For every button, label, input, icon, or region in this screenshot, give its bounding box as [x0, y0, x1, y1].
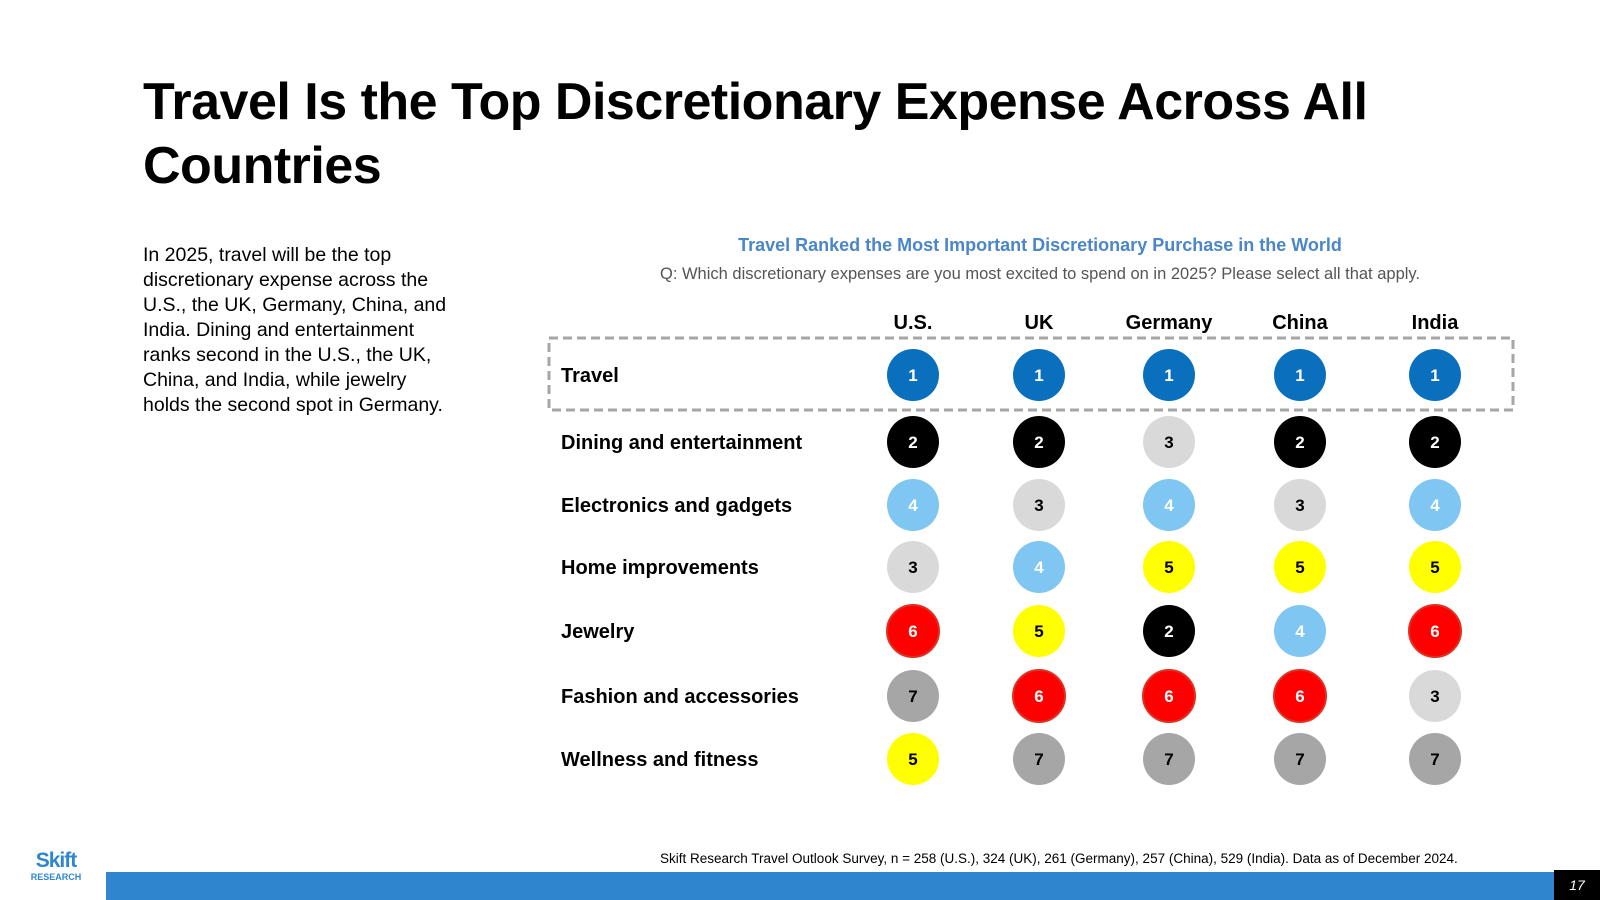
- rank-label: 6: [1164, 687, 1173, 706]
- rank-label: 1: [1295, 366, 1304, 385]
- rank-label: 2: [1164, 622, 1173, 641]
- slide-title: Travel Is the Top Discretionary Expense …: [143, 73, 1368, 195]
- rank-circle: [1409, 670, 1461, 722]
- rank-label: 4: [1034, 558, 1044, 577]
- rank-label: 5: [1034, 622, 1043, 641]
- row-label: Dining and entertainment: [561, 432, 802, 454]
- rank-circle: [1013, 541, 1065, 593]
- rank-label: 7: [908, 687, 917, 706]
- rank-circle: [1143, 605, 1195, 657]
- rank-circle: [1013, 349, 1065, 401]
- skift-logo: Skift RESEARCH: [24, 850, 88, 890]
- row-label: Home improvements: [561, 557, 759, 579]
- rank-circle: [1142, 669, 1196, 723]
- rank-label: 4: [1295, 622, 1305, 641]
- rank-circle: [1013, 479, 1065, 531]
- rank-label: 7: [1034, 750, 1043, 769]
- rank-circle: [1274, 733, 1326, 785]
- rank-label: 4: [1430, 496, 1440, 515]
- rank-label: 3: [1430, 687, 1439, 706]
- column-header: China: [1272, 312, 1328, 334]
- rank-circle: [1273, 669, 1327, 723]
- column-header: UK: [1025, 312, 1054, 334]
- row-label: Jewelry: [561, 621, 635, 643]
- rank-circle: [1274, 479, 1326, 531]
- rank-label: 7: [1430, 750, 1439, 769]
- rank-circle: [1409, 349, 1461, 401]
- rank-circle: [887, 541, 939, 593]
- page-number: 17: [1554, 870, 1600, 900]
- logo-wordmark: Skift: [35, 849, 78, 872]
- rank-label: 6: [1295, 687, 1304, 706]
- rank-circle: [1274, 605, 1326, 657]
- rank-label: 4: [908, 496, 918, 515]
- rank-label: 6: [908, 622, 917, 641]
- rank-circle: [1143, 349, 1195, 401]
- column-header: India: [1412, 312, 1460, 334]
- row-label: Travel: [561, 365, 619, 387]
- rank-circle: [1408, 604, 1462, 658]
- rank-label: 3: [1034, 496, 1043, 515]
- row-label: Electronics and gadgets: [561, 495, 792, 517]
- rank-label: 2: [1430, 433, 1439, 452]
- rank-label: 2: [908, 433, 917, 452]
- highlight-box: [547, 336, 1515, 412]
- rank-label: 6: [1034, 687, 1043, 706]
- rank-circle: [887, 733, 939, 785]
- logo-subtitle: RESEARCH: [30, 872, 82, 882]
- rank-circle: [1143, 541, 1195, 593]
- rank-circle: [1274, 416, 1326, 468]
- rank-circle: [1013, 416, 1065, 468]
- rank-label: 2: [1034, 433, 1043, 452]
- rank-label: 5: [1430, 558, 1439, 577]
- rank-label: 1: [1430, 366, 1439, 385]
- column-header: Germany: [1126, 312, 1214, 334]
- rank-circle: [1143, 733, 1195, 785]
- rank-label: 5: [1295, 558, 1304, 577]
- rank-circle: [1013, 605, 1065, 657]
- rank-label: 3: [1164, 433, 1173, 452]
- rank-label: 1: [1164, 366, 1173, 385]
- rank-label: 4: [1164, 496, 1174, 515]
- rank-label: 7: [1164, 750, 1173, 769]
- row-label: Wellness and fitness: [561, 749, 758, 771]
- rank-circle: [887, 670, 939, 722]
- rank-circle: [1409, 479, 1461, 531]
- rank-circle: [887, 349, 939, 401]
- rank-circle: [1409, 416, 1461, 468]
- chart-title: Travel Ranked the Most Important Discret…: [738, 235, 1342, 255]
- rank-circle: [1274, 541, 1326, 593]
- rank-label: 5: [1164, 558, 1173, 577]
- summary-text: In 2025, travel will be the top discreti…: [143, 244, 447, 416]
- column-header: U.S.: [894, 312, 933, 334]
- rank-circle: [1409, 733, 1461, 785]
- rank-circle: [887, 479, 939, 531]
- rank-label: 3: [1295, 496, 1304, 515]
- footer-bar: [106, 872, 1554, 900]
- rank-circle: [1012, 669, 1066, 723]
- rank-circle: [1013, 733, 1065, 785]
- rank-label: 1: [908, 366, 917, 385]
- chart-subtitle: Q: Which discretionary expenses are you …: [659, 265, 1421, 283]
- rank-circle: [1409, 541, 1461, 593]
- rank-label: 6: [1430, 622, 1439, 641]
- rank-circle: [1143, 416, 1195, 468]
- rank-label: 3: [908, 558, 917, 577]
- rank-circle: [887, 416, 939, 468]
- row-label: Fashion and accessories: [561, 686, 799, 708]
- rank-circle: [1274, 349, 1326, 401]
- rank-label: 2: [1295, 433, 1304, 452]
- source-note: Skift Research Travel Outlook Survey, n …: [660, 851, 1458, 866]
- rank-circle: [1143, 479, 1195, 531]
- rank-label: 1: [1034, 366, 1043, 385]
- rank-label: 7: [1295, 750, 1304, 769]
- rank-label: 5: [908, 750, 917, 769]
- rank-circle: [886, 604, 940, 658]
